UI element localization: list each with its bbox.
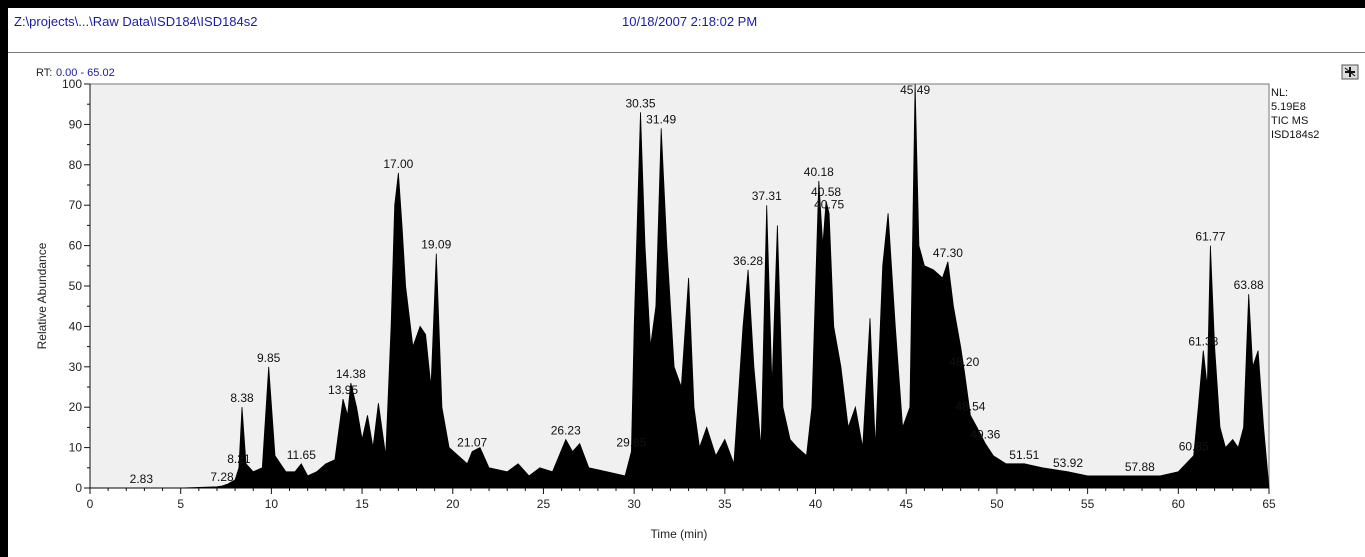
y-tick-label: 40 <box>69 319 83 333</box>
nl-label: NL: <box>1271 87 1289 99</box>
tic-area <box>90 83 1270 489</box>
x-tick-label: 20 <box>446 497 460 511</box>
peak-label: 63.88 <box>1234 278 1264 292</box>
x-tick-label: 15 <box>355 497 369 511</box>
x-axis-title: Time (min) <box>651 527 708 541</box>
peak-label: 40.75 <box>814 197 844 211</box>
y-tick-label: 90 <box>69 117 83 131</box>
peak-label: 47.30 <box>933 246 963 260</box>
peak-label: 11.65 <box>287 448 316 462</box>
peak-label: 37.31 <box>752 189 782 203</box>
peak-label: 31.49 <box>646 112 676 126</box>
peak-label: 29.85 <box>616 436 646 450</box>
peak-label: 40.18 <box>804 165 834 179</box>
x-tick-label: 35 <box>718 497 732 511</box>
x-tick-label: 0 <box>87 497 94 511</box>
peak-label: 17.00 <box>383 157 413 171</box>
peak-label: 53.92 <box>1053 456 1083 470</box>
axes: 0 5 10 15 20 25 30 35 40 45 50 55 60 65 0 10 20 30 40 50 60 7… <box>62 77 1276 511</box>
x-tick-label: 55 <box>1081 497 1095 511</box>
pin-icon[interactable] <box>1341 64 1359 80</box>
peak-label: 2.83 <box>130 472 154 486</box>
peak-label: 36.28 <box>733 254 763 268</box>
x-tick-label: 40 <box>809 497 823 511</box>
header-divider <box>8 52 1365 53</box>
y-tick-label: 60 <box>69 239 83 253</box>
peak-label: 30.35 <box>625 96 655 110</box>
peak-label: 14.38 <box>336 367 366 381</box>
peak-label: 60.85 <box>1179 440 1209 454</box>
peak-label: 48.20 <box>949 355 979 369</box>
x-tick-label: 25 <box>537 497 551 511</box>
peak-label: 45.49 <box>900 83 930 97</box>
x-tick-label: 45 <box>900 497 914 511</box>
peak-label: 26.23 <box>551 424 581 438</box>
peak-label: 40.58 <box>811 185 841 199</box>
peak-label: 8.38 <box>230 391 254 405</box>
peak-label: 21.07 <box>457 436 487 450</box>
x-tick-label: 30 <box>627 497 641 511</box>
raw-file-path: Z:\projects\...\Raw Data\ISD184\ISD184s2 <box>14 14 258 29</box>
y-tick-label: 0 <box>75 481 82 495</box>
y-tick-label: 50 <box>69 279 83 293</box>
nl-value: 5.19E8 <box>1271 101 1306 113</box>
y-tick-label: 80 <box>69 158 83 172</box>
y-tick-label: 70 <box>69 198 83 212</box>
x-tick-label: 10 <box>265 497 279 511</box>
peak-label: 51.51 <box>1009 448 1039 462</box>
tic-label: TIC MS <box>1271 115 1309 127</box>
y-tick-label: 10 <box>69 441 83 455</box>
peak-label: 48.54 <box>955 399 985 413</box>
trace-info: NL: 5.19E8 TIC MS ISD184s2 <box>1271 86 1319 142</box>
sample-name: ISD184s2 <box>1271 129 1320 141</box>
tic-trace <box>90 83 1270 489</box>
peak-label: 13.95 <box>328 383 358 397</box>
peak-label: 61.38 <box>1188 335 1218 349</box>
peak-label: 19.09 <box>421 238 451 252</box>
y-tick-label: 20 <box>69 400 83 414</box>
peak-label: 61.77 <box>1195 230 1225 244</box>
y-axis-title: Relative Abundance <box>35 242 49 349</box>
rt-label: RT: <box>36 67 53 79</box>
x-tick-label: 65 <box>1262 497 1276 511</box>
peak-label: 57.88 <box>1125 460 1155 474</box>
x-tick-label: 50 <box>990 497 1004 511</box>
peak-label: 7.28 <box>210 470 234 484</box>
rt-range[interactable]: 0.00 - 65.02 <box>56 67 115 79</box>
peak-label: 9.85 <box>257 351 281 365</box>
peak-label: 8.21 <box>227 452 251 466</box>
x-tick-label: 5 <box>177 497 184 511</box>
x-tick-label: 60 <box>1172 497 1186 511</box>
y-tick-label: 30 <box>69 360 83 374</box>
y-tick-label: 100 <box>62 77 82 91</box>
peak-labels: 2.83 7.28 8.21 8.38 9.85 11.65 13.95 14.38 17.00… <box>130 83 1264 486</box>
acquisition-timestamp: 10/18/2007 2:18:02 PM <box>622 14 758 29</box>
peak-label: 49.36 <box>970 428 1000 442</box>
